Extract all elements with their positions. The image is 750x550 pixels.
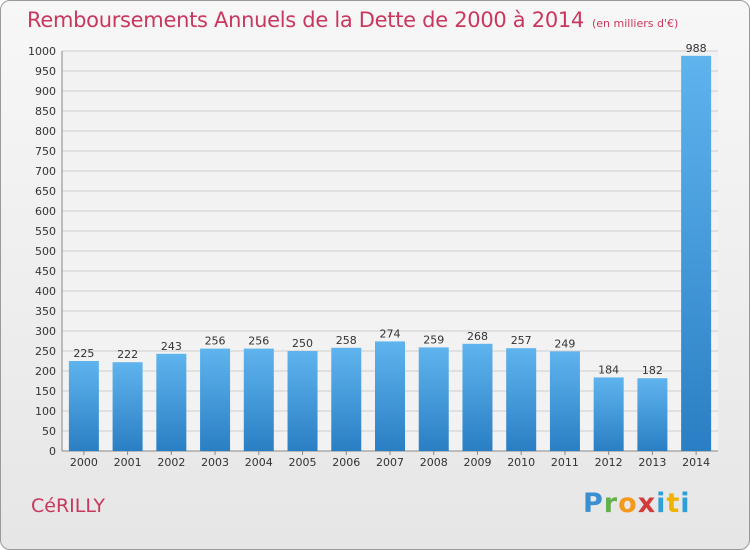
bar: [156, 353, 187, 451]
bar: [506, 348, 537, 451]
x-tick-label: 2000: [70, 456, 98, 469]
y-tick-label: 500: [35, 245, 56, 258]
y-tick-label: 50: [42, 425, 56, 438]
bar-value-label: 243: [161, 340, 182, 353]
y-tick-label: 300: [35, 325, 56, 338]
x-tick-label: 2007: [376, 456, 404, 469]
bar-value-label: 249: [554, 337, 575, 350]
bar: [593, 377, 624, 451]
bar-value-label: 256: [205, 335, 226, 348]
bar: [112, 362, 143, 451]
x-tick-label: 2009: [463, 456, 491, 469]
y-tick-label: 200: [35, 365, 56, 378]
bar-value-label: 274: [380, 327, 401, 340]
y-tick-label: 150: [35, 385, 56, 398]
y-tick-label: 0: [49, 445, 56, 458]
x-tick-label: 2010: [507, 456, 535, 469]
y-tick-label: 250: [35, 345, 56, 358]
y-tick-label: 850: [35, 105, 56, 118]
y-tick-label: 100: [35, 405, 56, 418]
bar: [331, 347, 362, 451]
x-tick-label: 2004: [245, 456, 273, 469]
y-tick-label: 400: [35, 285, 56, 298]
y-tick-label: 900: [35, 85, 56, 98]
bar: [287, 351, 318, 451]
x-tick-label: 2008: [420, 456, 448, 469]
bar-value-label: 268: [467, 330, 488, 343]
y-tick-label: 350: [35, 305, 56, 318]
bar: [637, 378, 668, 451]
bar-value-label: 250: [292, 337, 313, 350]
bar: [549, 351, 580, 451]
x-tick-label: 2014: [682, 456, 710, 469]
y-tick-label: 750: [35, 145, 56, 158]
bar-value-label: 184: [598, 363, 619, 376]
x-tick-label: 2005: [289, 456, 317, 469]
y-tick-label: 800: [35, 125, 56, 138]
x-tick-label: 2003: [201, 456, 229, 469]
bar-value-label: 182: [642, 364, 663, 377]
bar: [243, 348, 274, 451]
proxiti-logo: Proxiti: [583, 488, 691, 519]
y-tick-label: 450: [35, 265, 56, 278]
bar: [375, 341, 405, 451]
x-tick-label: 2012: [595, 456, 623, 469]
bar-value-label: 222: [117, 348, 138, 361]
x-tick-label: 2001: [114, 456, 142, 469]
bar-value-label: 256: [248, 335, 269, 348]
y-tick-label: 550: [35, 225, 56, 238]
chart-title: Remboursements Annuels de la Dette de 20…: [27, 8, 678, 32]
bar: [462, 343, 493, 451]
y-tick-label: 950: [35, 65, 56, 78]
bar: [200, 348, 231, 451]
y-tick-label: 700: [35, 165, 56, 178]
bar-value-label: 988: [686, 42, 707, 55]
bar-value-label: 257: [511, 334, 532, 347]
bar: [418, 347, 449, 451]
x-tick-label: 2011: [551, 456, 579, 469]
bar-value-label: 258: [336, 334, 357, 347]
y-tick-label: 1000: [28, 45, 56, 58]
bar-value-label: 225: [73, 347, 94, 360]
chart-title-text: Remboursements Annuels de la Dette de 20…: [27, 8, 584, 32]
bar: [68, 361, 99, 451]
x-tick-label: 2013: [638, 456, 666, 469]
y-tick-label: 650: [35, 185, 56, 198]
x-tick-label: 2006: [332, 456, 360, 469]
bar: [681, 55, 712, 452]
commune-name: CéRILLY: [31, 495, 106, 517]
chart-unit: (en milliers d'€): [592, 17, 679, 30]
y-tick-label: 600: [35, 205, 56, 218]
x-tick-label: 2002: [157, 456, 185, 469]
bar-value-label: 259: [423, 333, 444, 346]
